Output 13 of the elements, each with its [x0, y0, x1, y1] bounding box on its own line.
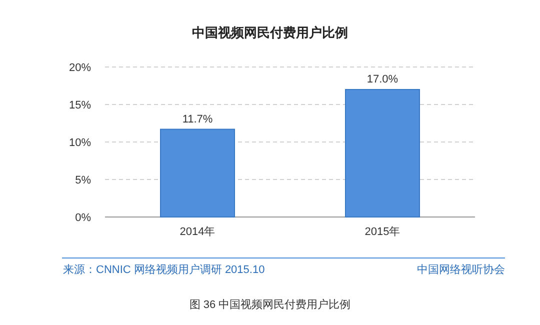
data-label: 11.7%	[182, 113, 213, 126]
text: 中国网络视听协会	[417, 263, 505, 276]
y-tick-label: 20%	[68, 62, 92, 74]
y-tick-label: 10%	[68, 137, 92, 149]
y-tick-label: 5%	[75, 174, 92, 186]
source-note: 来源：CNNIC 网络视频用户调研 2015.10	[63, 263, 265, 276]
data-label: 17.0%	[366, 74, 398, 86]
title: 中国视频网民付费用户比例	[192, 25, 348, 40]
y-tick-label: 0%	[75, 212, 92, 224]
x-tick-label: 2015年	[364, 226, 400, 238]
caption: 图 36 中国视频网民付费用户比例	[189, 298, 351, 311]
y-tick-label: 15%	[68, 100, 92, 112]
x-tick-label: 2014年	[180, 226, 216, 238]
